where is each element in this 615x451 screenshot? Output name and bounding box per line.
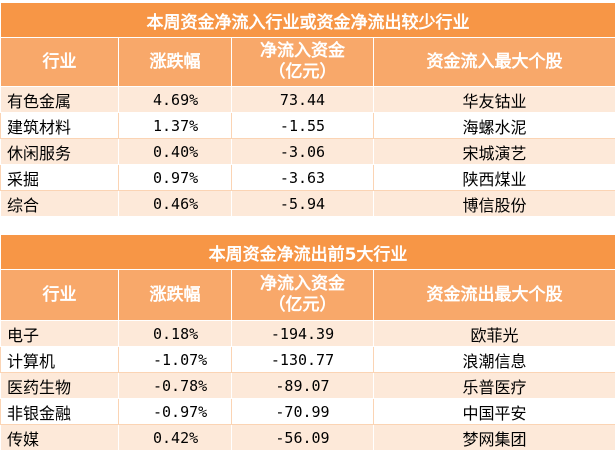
- top-stock-cell: 浪潮信息: [374, 347, 615, 373]
- header-industry: 行业: [1, 270, 119, 321]
- top-stock-cell: 乐普医疗: [374, 373, 615, 399]
- net-flow-cell: -89.07: [232, 373, 374, 399]
- change-cell: -0.97%: [119, 399, 232, 425]
- net-flow-cell: 73.44: [232, 87, 374, 113]
- net-flow-cell: -194.39: [232, 321, 374, 347]
- top-stock-cell: 梦网集团: [374, 425, 615, 451]
- net-flow-cell: -70.99: [232, 399, 374, 425]
- industry-cell: 综合: [1, 191, 119, 217]
- header-top-stock: 资金流出最大个股: [374, 270, 615, 321]
- header-change: 涨跌幅: [119, 270, 232, 321]
- change-cell: 1.37%: [119, 113, 232, 139]
- header-net-flow: 净流入资金 （亿元）: [232, 38, 374, 87]
- net-flow-cell: -5.94: [232, 191, 374, 217]
- industry-cell: 非银金融: [1, 399, 119, 425]
- industry-cell: 采掘: [1, 165, 119, 191]
- header-change: 涨跌幅: [119, 38, 232, 87]
- net-flow-cell: -3.06: [232, 139, 374, 165]
- inflow-table: 本周资金净流入行业或资金净流出较少行业 行业 涨跌幅 净流入资金 （亿元） 资金…: [0, 2, 615, 217]
- top-stock-cell: 中国平安: [374, 399, 615, 425]
- header-industry: 行业: [1, 38, 119, 87]
- outflow-table: 本周资金净流出前5大行业 行业 涨跌幅 净流入资金 （亿元） 资金流出最大个股 …: [0, 234, 615, 451]
- inflow-table-title: 本周资金净流入行业或资金净流出较少行业: [1, 3, 615, 38]
- industry-cell: 休闲服务: [1, 139, 119, 165]
- net-flow-cell: -56.09: [232, 425, 374, 451]
- change-cell: -0.78%: [119, 373, 232, 399]
- net-flow-cell: -3.63: [232, 165, 374, 191]
- top-stock-cell: 海螺水泥: [374, 113, 615, 139]
- outflow-table-title: 本周资金净流出前5大行业: [1, 235, 615, 270]
- change-cell: 0.40%: [119, 139, 232, 165]
- top-stock-cell: 博信股份: [374, 191, 615, 217]
- change-cell: 4.69%: [119, 87, 232, 113]
- change-cell: 0.97%: [119, 165, 232, 191]
- top-stock-cell: 陕西煤业: [374, 165, 615, 191]
- industry-cell: 医药生物: [1, 373, 119, 399]
- industry-cell: 传媒: [1, 425, 119, 451]
- industry-cell: 建筑材料: [1, 113, 119, 139]
- top-stock-cell: 华友钴业: [374, 87, 615, 113]
- header-top-stock: 资金流入最大个股: [374, 38, 615, 87]
- top-stock-cell: 欧菲光: [374, 321, 615, 347]
- net-flow-cell: -130.77: [232, 347, 374, 373]
- change-cell: 0.18%: [119, 321, 232, 347]
- industry-cell: 电子: [1, 321, 119, 347]
- industry-cell: 计算机: [1, 347, 119, 373]
- header-net-flow: 净流入资金 （亿元）: [232, 270, 374, 321]
- top-stock-cell: 宋城演艺: [374, 139, 615, 165]
- change-cell: 0.46%: [119, 191, 232, 217]
- net-flow-cell: -1.55: [232, 113, 374, 139]
- change-cell: -1.07%: [119, 347, 232, 373]
- change-cell: 0.42%: [119, 425, 232, 451]
- industry-cell: 有色金属: [1, 87, 119, 113]
